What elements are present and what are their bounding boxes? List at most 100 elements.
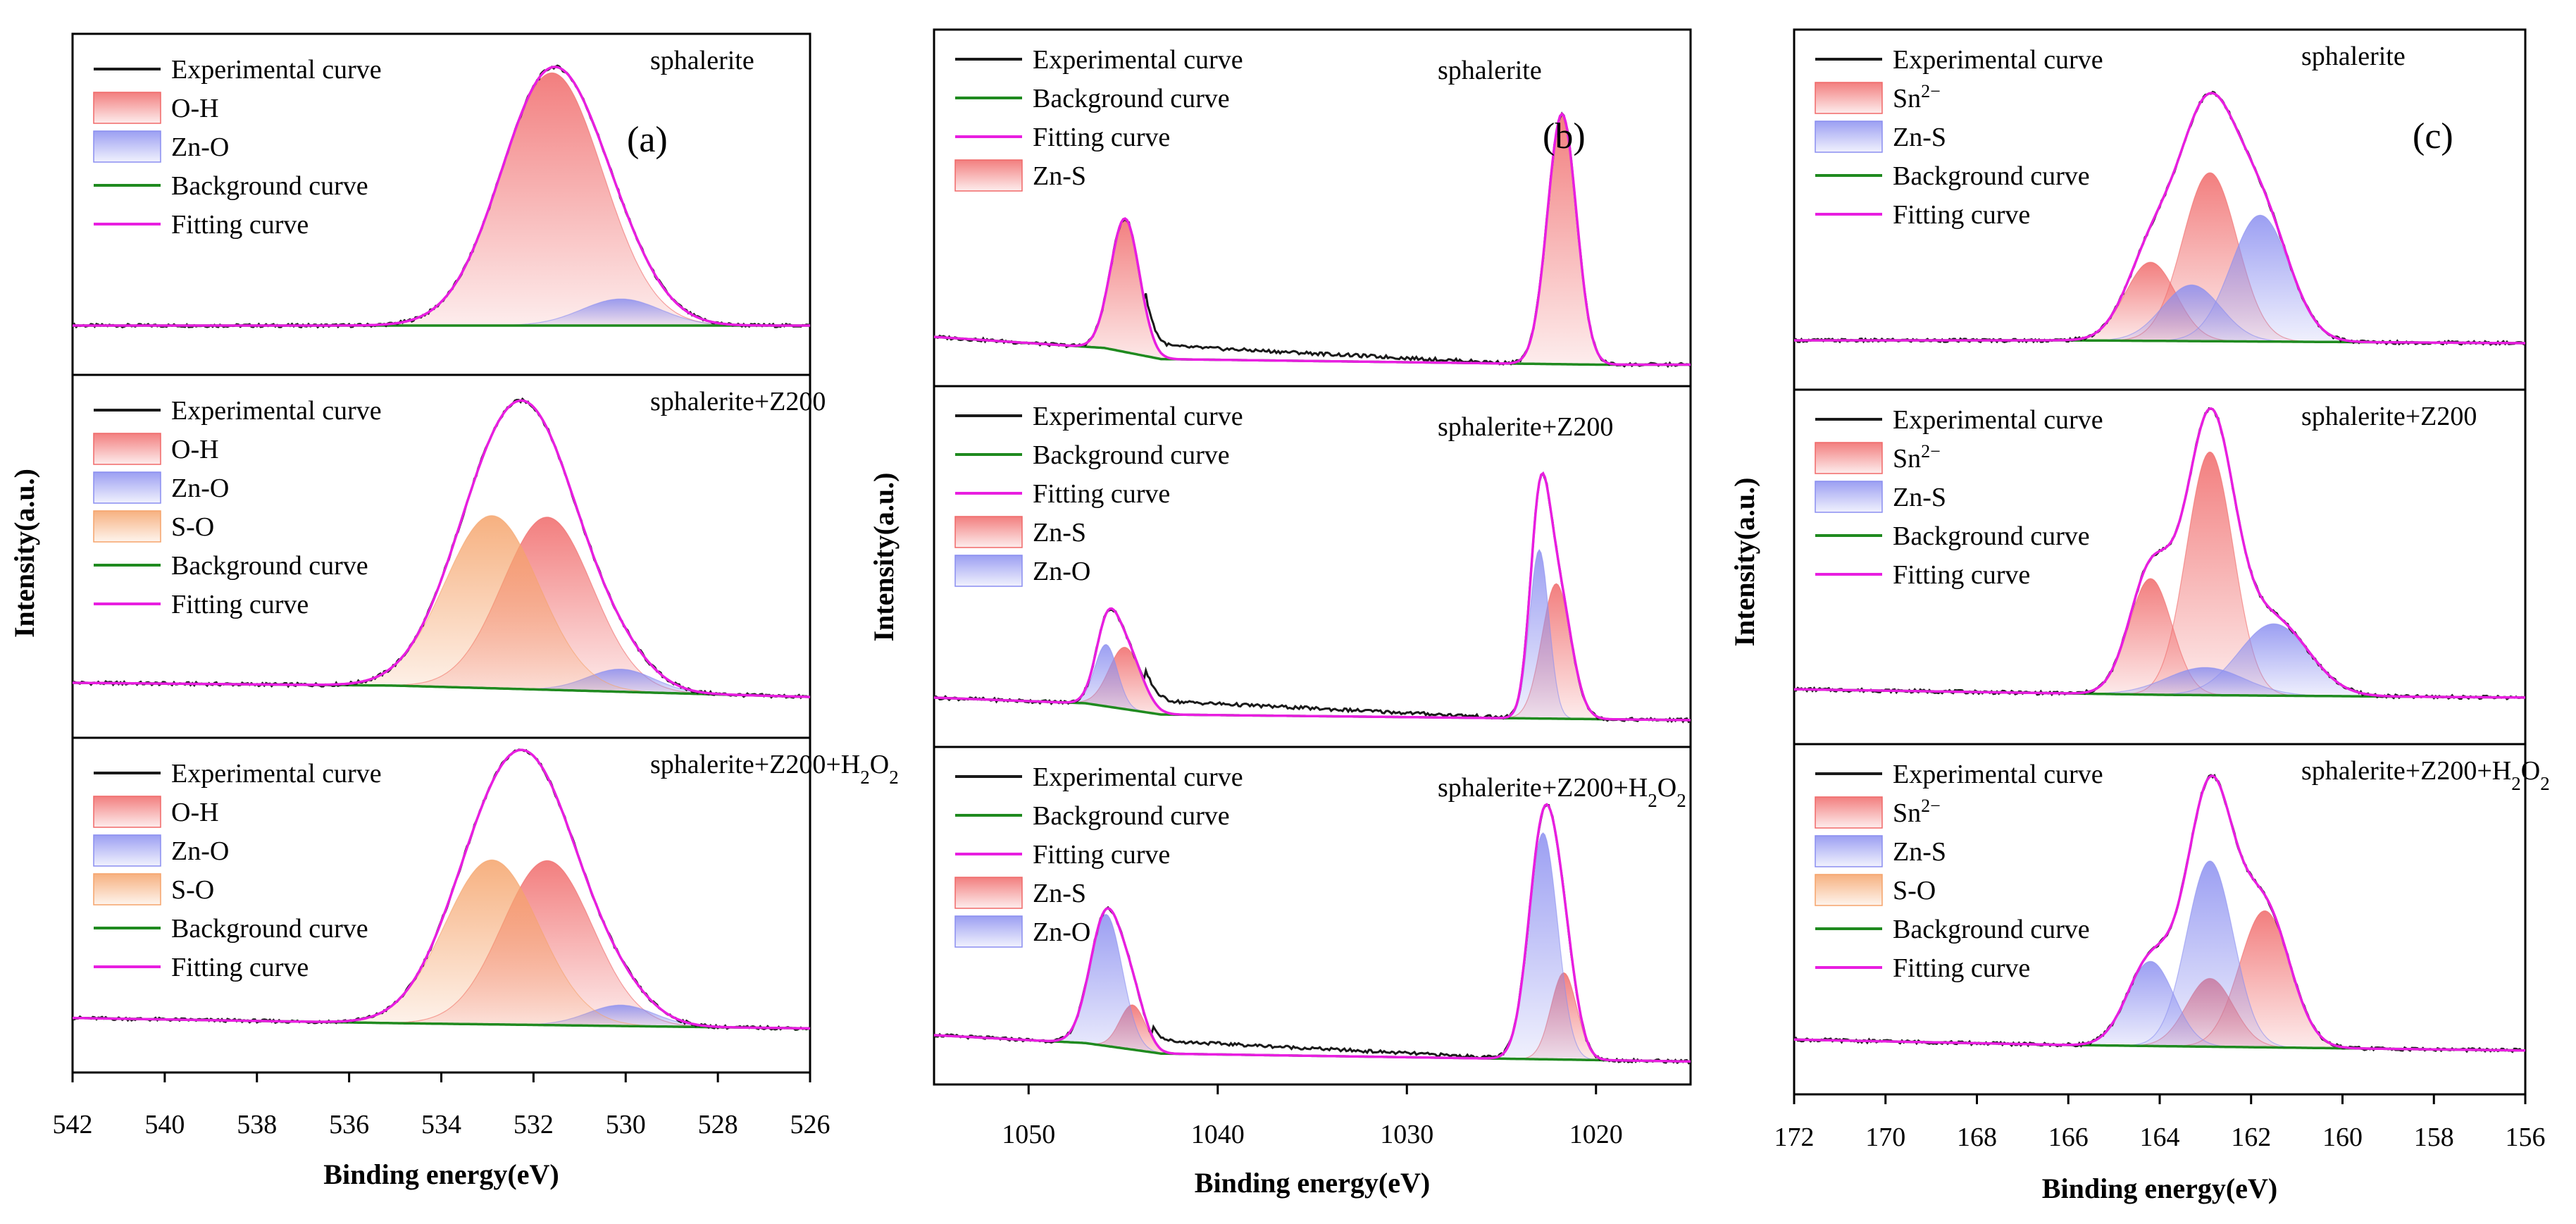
x-tick-label: 530: [606, 1110, 646, 1139]
legend-label: Experimental curve: [1893, 760, 2103, 789]
legend-swatch-s-o: [93, 510, 161, 543]
fitting-curve: [933, 111, 1691, 366]
legend-label: Fitting curve: [171, 210, 309, 240]
legend-label: Experimental curve: [171, 759, 382, 789]
x-tick-label: 162: [2231, 1123, 2271, 1152]
legend-label: Zn-S: [1033, 879, 1086, 908]
legend-label: Fitting curve: [1893, 200, 2030, 230]
legend-swatch-zn-o: [954, 915, 1023, 948]
legend: Experimental curve Background curve Fittin…: [954, 762, 1243, 948]
x-tick-label: 540: [144, 1110, 185, 1139]
sample-label: sphalerite: [650, 46, 754, 75]
x-tick-label: 166: [2048, 1123, 2089, 1152]
legend-swatch-zn-o: [93, 471, 161, 504]
x-tick-label: 1050: [1002, 1120, 1055, 1149]
legend-swatch-zn-s: [954, 516, 1023, 548]
x-axis-title: Binding energy(eV): [323, 1158, 559, 1190]
x-tick-label: 158: [2414, 1123, 2454, 1152]
x-axis-title: Binding energy(eV): [2042, 1173, 2277, 1204]
legend: Experimental curve Sn2− Zn-S Background cur…: [1815, 405, 2103, 590]
legend: Experimental curve Background curve Fittin…: [954, 45, 1243, 192]
fitting-curve: [73, 748, 810, 1030]
x-tick-label: 1030: [1380, 1120, 1433, 1149]
legend-label: Zn-S: [1033, 518, 1086, 548]
legend-label: Background curve: [1033, 440, 1230, 470]
legend-label: Fitting curve: [1893, 953, 2030, 983]
subplot-5: Experimental curve Background curve Fittin…: [933, 385, 1692, 748]
legend-label: Background curve: [1033, 801, 1230, 831]
legend-label: Experimental curve: [1033, 45, 1243, 75]
subplot-4: Experimental curve Background curve Fittin…: [933, 28, 1692, 388]
fitting-curve: [1793, 774, 2526, 1052]
subplot-3: Experimental curve O-H Zn-O S-O Background c…: [71, 736, 899, 1074]
x-tick-label: 534: [421, 1110, 461, 1139]
x-axis-panel-1: 542 540 538 536 534 532 530 528 526 Binding energ…: [8, 469, 830, 1190]
legend-label: Zn-O: [171, 836, 229, 866]
peak-sn2-: [1794, 578, 2525, 698]
legend-label: Fitting curve: [171, 953, 309, 982]
legend-label: O-H: [171, 435, 219, 464]
legend-label: Background curve: [1033, 84, 1230, 113]
legend-label: Zn-O: [171, 474, 229, 503]
sample-label: sphalerite+Z200: [2301, 402, 2477, 431]
x-tick-label: 168: [1957, 1123, 1997, 1152]
legend-swatch-zn-o: [93, 130, 161, 163]
x-tick-label: 528: [698, 1110, 738, 1139]
panel-label: (a): [627, 120, 668, 160]
legend-label: Experimental curve: [1033, 762, 1243, 792]
x-tick-label: 532: [514, 1110, 554, 1139]
y-axis-title: Intensity(a.u.): [1729, 477, 1760, 646]
x-axis-title: Binding energy(eV): [1195, 1167, 1430, 1199]
legend-label: Zn-S: [1893, 483, 1946, 512]
legend-label: Zn-O: [171, 132, 229, 162]
y-axis-title: Intensity(a.u.): [8, 469, 40, 638]
x-tick-label: 156: [2506, 1123, 2546, 1152]
legend-label: Experimental curve: [171, 396, 382, 426]
legend-label: Fitting curve: [1033, 840, 1170, 870]
legend-label: Experimental curve: [1033, 402, 1243, 431]
sample-label: sphalerite+Z200: [650, 387, 826, 416]
x-tick-label: 538: [237, 1110, 277, 1139]
x-axis-panel-2: 1050 1040 1030 1020 Binding energy(eV) Intens…: [868, 472, 1623, 1199]
peak-zn-s: [933, 583, 1691, 721]
fitting-curve: [73, 399, 811, 698]
legend-label: O-H: [171, 94, 219, 123]
subplot-frame: [933, 746, 1692, 1086]
legend-swatch-sn2-: [1815, 442, 1883, 474]
legend-swatch-zn-s: [1815, 120, 1883, 153]
sample-label: sphalerite+Z200+H2O2: [2301, 756, 2550, 794]
legend-swatch-sn2-: [1815, 82, 1883, 114]
legend-label: Background curve: [1893, 521, 2090, 551]
legend-label: Fitting curve: [171, 590, 309, 619]
legend-swatch-o-h: [93, 796, 161, 828]
legend-swatch-zn-s: [954, 877, 1023, 909]
legend-swatch-o-h: [93, 433, 161, 465]
sample-label: sphalerite: [2301, 42, 2406, 71]
sample-label: sphalerite+Z200+H2O2: [650, 750, 899, 788]
x-tick-label: 542: [53, 1110, 93, 1139]
panel-label: (c): [2413, 116, 2453, 156]
legend: Experimental curve Sn2− Zn-S Background cur…: [1815, 45, 2103, 230]
legend-label: Sn2−: [1893, 796, 1941, 829]
x-tick-label: 170: [1865, 1123, 1905, 1152]
legend-label: Experimental curve: [1893, 45, 2103, 75]
legend-label: Experimental curve: [1893, 405, 2103, 435]
x-tick-label: 536: [329, 1110, 369, 1139]
legend-label: S-O: [171, 512, 214, 542]
legend-swatch-o-h: [93, 92, 161, 124]
subplot-9: Experimental curve Sn2− Zn-S S-O Background …: [1793, 743, 2550, 1096]
legend-swatch-zn-o: [954, 555, 1023, 587]
legend-label: Fitting curve: [1033, 123, 1170, 152]
fitting-curve: [933, 471, 1691, 722]
legend-label: Zn-O: [1033, 557, 1090, 586]
legend: Experimental curve O-H Zn-O S-O Background c…: [93, 396, 382, 619]
x-tick-label: 1020: [1569, 1120, 1623, 1149]
legend-label: Background curve: [1893, 161, 2090, 191]
legend-swatch-zn-o: [93, 834, 161, 867]
fitting-curve: [1794, 92, 2525, 345]
panel-label: (b): [1543, 116, 1586, 156]
subplot-8: Experimental curve Sn2− Zn-S Background cur…: [1793, 388, 2527, 746]
legend-label: Background curve: [171, 171, 368, 201]
x-tick-label: 164: [2140, 1123, 2180, 1152]
legend-label: Background curve: [171, 914, 368, 944]
